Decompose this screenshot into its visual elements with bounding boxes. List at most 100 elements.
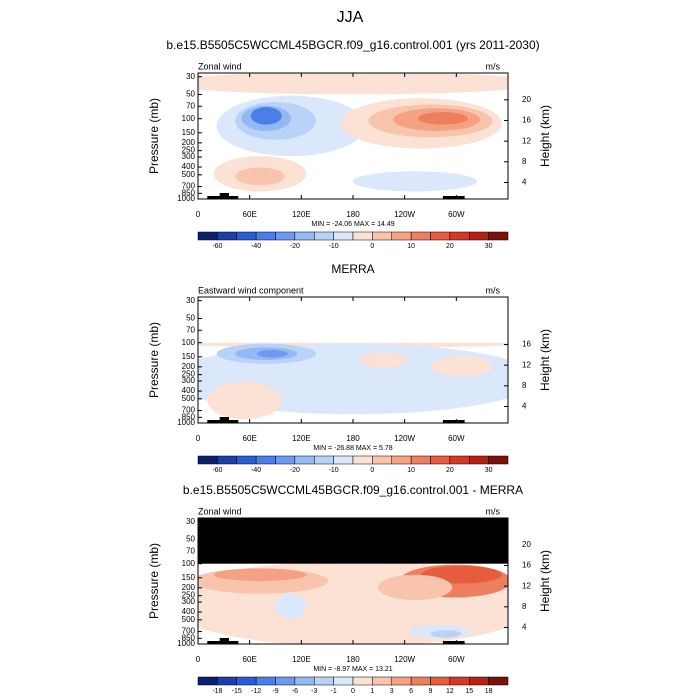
x-tick-label: 60W: [448, 655, 465, 664]
y-tick-label: 500: [182, 394, 196, 403]
topography: [219, 193, 229, 199]
x-tick-label: 120W: [394, 210, 415, 219]
colorbar-label: 10: [407, 467, 415, 474]
y2-tick-label: 20: [522, 540, 531, 549]
colorbar-box: [488, 231, 509, 241]
y-tick-label: 300: [182, 376, 196, 385]
y-tick-label: 30: [186, 296, 195, 305]
y-tick-label: 850: [182, 412, 196, 421]
colorbar-box: [372, 231, 392, 241]
colorbar-box: [197, 455, 218, 465]
contour-fill: [430, 630, 462, 638]
colorbar-box: [449, 455, 470, 465]
y2-axis-label: Height (km): [538, 550, 552, 612]
colorbar-box: [430, 676, 451, 686]
y-tick-label: 300: [182, 597, 196, 606]
panel-title: b.e15.B5505C5WCCML45BGCR.f09_g16.control…: [183, 483, 523, 497]
y2-tick-label: 12: [522, 136, 531, 145]
colorbar-box: [236, 455, 257, 465]
y2-tick-label: 4: [522, 178, 527, 187]
colorbar-label: -12: [251, 688, 261, 695]
y-tick-label: 70: [186, 101, 195, 110]
colorbar-box: [217, 676, 237, 686]
x-tick-label: 120E: [292, 434, 311, 443]
colorbar-box: [197, 231, 218, 241]
y-tick-label: 400: [182, 607, 196, 616]
colorbar-box: [294, 676, 315, 686]
colorbar-box: [410, 676, 431, 686]
y-tick-label: 50: [186, 535, 195, 544]
y2-tick-label: 20: [522, 95, 531, 104]
y-tick-label: 500: [182, 170, 196, 179]
x-tick-label: 0: [196, 210, 201, 219]
colorbar-label: -20: [290, 467, 300, 474]
y-tick-label: 50: [186, 90, 195, 99]
topography: [442, 420, 465, 423]
topography: [442, 196, 465, 199]
colorbar-box: [430, 231, 451, 241]
masked-region: [198, 297, 508, 343]
y-tick-label: 500: [182, 615, 196, 624]
x-tick-label: 0: [196, 434, 201, 443]
colorbar-box: [333, 676, 354, 686]
x-tick-label: 120E: [292, 655, 311, 664]
colorbar-label: 30: [485, 467, 493, 474]
y-tick-label: 250: [182, 591, 196, 600]
colorbar-label: -18: [212, 688, 222, 695]
colorbar-box: [391, 231, 412, 241]
x-tick-label: 120E: [292, 210, 311, 219]
y-tick-label: 150: [182, 128, 196, 137]
panel-title: MERRA: [331, 262, 374, 276]
contour-fill: [418, 112, 468, 125]
colorbar-label: 0: [370, 467, 374, 474]
contour-fill: [213, 568, 307, 581]
y-tick-label: 30: [186, 72, 195, 81]
colorbar-box: [197, 676, 218, 686]
x-tick-label: 180: [346, 434, 360, 443]
y2-tick-label: 8: [522, 602, 527, 611]
y-tick-label: 100: [182, 114, 196, 123]
colorbar-box: [488, 455, 509, 465]
x-tick-label: 120W: [394, 655, 415, 664]
colorbar-box: [255, 676, 276, 686]
colorbar-box: [294, 455, 315, 465]
colorbar-box: [391, 455, 412, 465]
colorbar-box: [333, 455, 354, 465]
colorbar-box: [469, 676, 489, 686]
colorbar-box: [352, 455, 373, 465]
y-tick-label: 100: [182, 559, 196, 568]
variable-label: Zonal wind: [198, 61, 242, 71]
y2-tick-label: 12: [522, 581, 531, 590]
colorbar-box: [314, 455, 334, 465]
y2-axis-label: Height (km): [538, 105, 552, 167]
colorbar-label: -15: [232, 688, 242, 695]
colorbar-label: -3: [311, 688, 317, 695]
colorbar-box: [294, 231, 315, 241]
y-tick-label: 200: [182, 138, 196, 147]
y-tick-label: 850: [182, 188, 196, 197]
contour-field: [198, 73, 508, 199]
x-tick-label: 60W: [448, 210, 465, 219]
colorbar-label: 0: [370, 243, 374, 250]
colorbar-box: [275, 455, 296, 465]
y2-tick-label: 8: [522, 381, 527, 390]
panel-title: b.e15.B5505C5WCCML45BGCR.f09_g16.control…: [166, 38, 539, 52]
colorbar-box: [469, 231, 489, 241]
contour-fill: [275, 593, 307, 619]
y-axis-label: Pressure (mb): [147, 98, 161, 174]
colorbar-label: -1: [331, 688, 337, 695]
contour-fill: [377, 574, 453, 600]
contour-fill: [198, 73, 508, 95]
colorbar-label: 9: [429, 688, 433, 695]
colorbar-box: [449, 231, 470, 241]
y2-tick-label: 16: [522, 116, 531, 125]
y-tick-label: 50: [186, 314, 195, 323]
contour-fill: [353, 171, 477, 192]
colorbar-box: [352, 676, 373, 686]
y-tick-label: 150: [182, 573, 196, 582]
colorbar-label: -10: [329, 243, 339, 250]
contour-field: [198, 518, 508, 644]
colorbar-box: [217, 455, 237, 465]
y-axis-label: Pressure (mb): [147, 543, 161, 619]
